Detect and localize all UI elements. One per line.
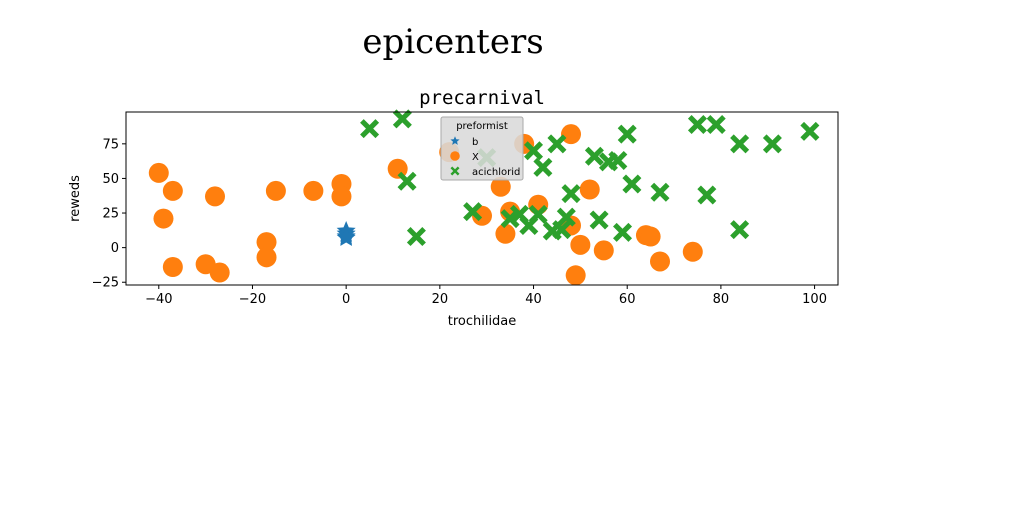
data-point-x <box>524 141 544 161</box>
data-point-x <box>730 134 750 154</box>
data-point-x <box>697 185 717 205</box>
data-point-circle <box>490 176 511 197</box>
data-point-x <box>360 119 380 139</box>
legend-label: acichlorid <box>472 167 520 178</box>
y-tick-label: 0 <box>111 241 119 256</box>
data-point-star <box>336 227 356 247</box>
data-point-circle <box>153 208 174 229</box>
legend-box <box>440 116 524 181</box>
data-point-x <box>730 220 750 240</box>
data-point-x <box>650 182 670 202</box>
x-tick-label: 100 <box>802 292 827 307</box>
data-point-x <box>533 157 553 177</box>
data-point-x <box>584 146 604 166</box>
axes-title: precarnival <box>419 87 545 109</box>
data-point-circle <box>579 179 600 200</box>
legend-marker-circle <box>450 151 460 161</box>
x-tick-label: 0 <box>342 292 350 307</box>
data-point-circle <box>570 234 591 255</box>
data-point-circle <box>209 262 230 283</box>
x-tick-label: 40 <box>525 292 542 307</box>
x-tick-label: −40 <box>145 292 172 307</box>
data-point-x <box>589 210 609 230</box>
legend-marker-star <box>450 136 460 145</box>
data-point-circle <box>256 247 277 268</box>
y-tick-label: 25 <box>102 207 119 222</box>
x-tick-label: 20 <box>432 292 449 307</box>
y-tick-label: −25 <box>92 276 119 291</box>
x-axis-label: trochilidae <box>448 314 517 329</box>
data-point-circle <box>205 186 225 207</box>
data-point-x <box>556 207 576 227</box>
data-point-circle <box>148 162 169 183</box>
axes-frame <box>125 111 839 286</box>
data-point-x <box>547 134 567 154</box>
data-point-x <box>608 150 628 170</box>
data-point-x <box>687 114 707 134</box>
data-point-circle <box>162 180 183 201</box>
y-tick-label: 75 <box>102 137 119 152</box>
data-point-circle <box>162 257 183 278</box>
figure-suptitle: epicenters <box>362 22 544 62</box>
legend-label: b <box>472 137 478 148</box>
x-tick-label: −20 <box>239 292 266 307</box>
data-point-x <box>706 114 726 134</box>
data-point-circle <box>303 180 324 201</box>
legend-label: X <box>472 152 479 163</box>
data-point-circle <box>331 186 352 207</box>
data-point-circle <box>593 240 614 261</box>
data-point-circle <box>682 241 703 262</box>
y-tick-label: 50 <box>102 172 119 187</box>
data-point-x <box>392 109 412 129</box>
data-point-circle <box>265 180 286 201</box>
legend-marker-x <box>450 166 460 176</box>
x-tick-label: 80 <box>713 292 730 307</box>
data-point-x <box>528 204 548 224</box>
data-point-x <box>613 222 633 242</box>
data-point-x <box>561 184 581 204</box>
data-point-x <box>397 171 417 191</box>
data-point-x <box>406 227 426 247</box>
data-point-x <box>762 134 782 154</box>
y-axis-label: reweds <box>68 175 83 222</box>
data-point-x <box>500 209 520 229</box>
x-tick-label: 60 <box>619 292 636 307</box>
data-point-x <box>617 124 637 144</box>
data-point-circle <box>650 251 670 272</box>
data-point-circle <box>495 223 516 244</box>
data-point-circle <box>256 232 277 253</box>
data-point-circle <box>561 124 581 145</box>
data-point-x <box>552 220 572 240</box>
data-point-circle <box>565 265 586 286</box>
legend-title: preformist <box>456 121 508 132</box>
data-point-x <box>463 202 483 222</box>
data-point-x <box>622 174 642 194</box>
data-point-x <box>800 121 820 141</box>
data-point-circle <box>640 226 661 247</box>
